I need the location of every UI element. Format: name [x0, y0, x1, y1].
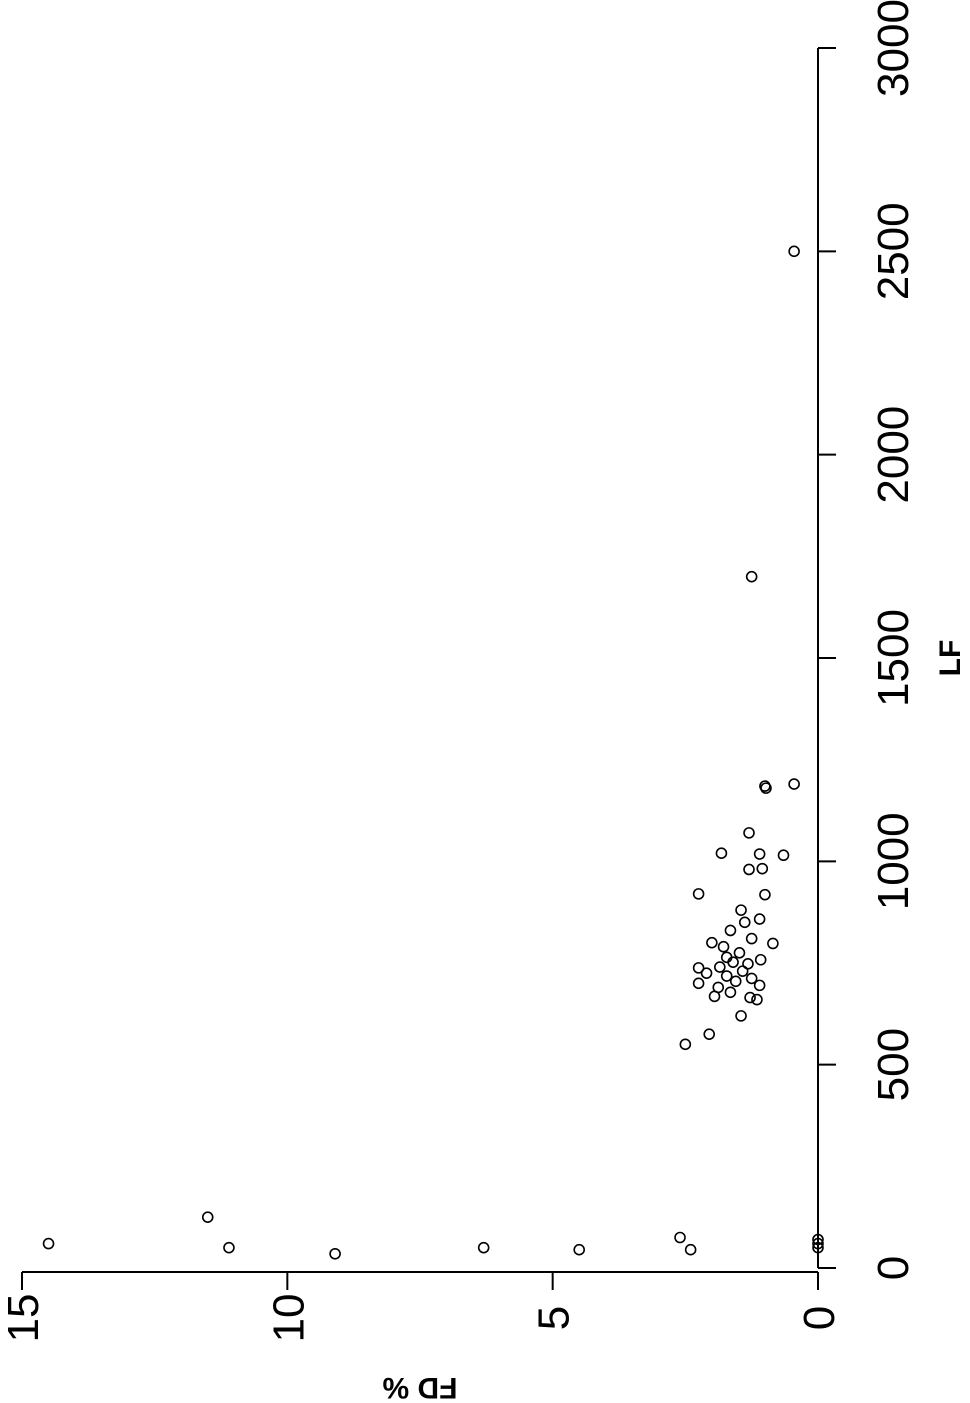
data-point [752, 995, 762, 1005]
data-point [675, 1233, 685, 1243]
data-point [574, 1245, 584, 1255]
data-point [779, 850, 789, 860]
data-point [707, 938, 717, 948]
data-point [789, 779, 799, 789]
data-point [715, 962, 725, 972]
x-tick-label: 0 [869, 1256, 918, 1280]
tick-labels: 0 500 1000 1500 2000 2500 3000 0 5 10 15 [0, 0, 918, 1342]
data-point [731, 976, 741, 986]
data-point [694, 963, 704, 973]
y-tick-label: 15 [0, 1294, 48, 1343]
data-point [757, 864, 767, 874]
x-tick-label: 1000 [869, 812, 918, 910]
data-point [745, 993, 755, 1003]
data-point [789, 246, 799, 256]
data-point [747, 572, 757, 582]
data-point [736, 1011, 746, 1021]
data-point [725, 925, 735, 935]
data-point [330, 1249, 340, 1259]
x-axis-title: LF [934, 640, 967, 677]
y-tick-label: 5 [530, 1306, 579, 1330]
data-point [719, 942, 729, 952]
x-tick-label: 1500 [869, 609, 918, 707]
data-point [725, 987, 735, 997]
data-points [44, 246, 823, 1258]
data-point [704, 1029, 714, 1039]
data-point [224, 1243, 234, 1253]
data-point [744, 828, 754, 838]
y-axis-title: FD % [383, 1371, 458, 1403]
data-point [203, 1212, 213, 1222]
data-point [694, 889, 704, 899]
x-tick-label: 2500 [869, 202, 918, 300]
data-point [747, 934, 757, 944]
data-point [736, 905, 746, 915]
x-tick-label: 3000 [869, 0, 918, 97]
data-point [44, 1239, 54, 1249]
data-point [694, 978, 704, 988]
data-point [760, 890, 770, 900]
y-tick-label: 10 [264, 1294, 313, 1343]
data-point [479, 1243, 489, 1253]
data-point [716, 848, 726, 858]
data-point [680, 1039, 690, 1049]
data-point [734, 948, 744, 958]
data-point [747, 973, 757, 983]
data-point [740, 917, 750, 927]
data-point [756, 955, 766, 965]
data-point [744, 864, 754, 874]
data-point [686, 1245, 696, 1255]
data-point [755, 914, 765, 924]
x-tick-label: 500 [869, 1028, 918, 1101]
x-tick-label: 2000 [869, 406, 918, 504]
data-point [768, 938, 778, 948]
axes [22, 48, 836, 1290]
data-point [755, 849, 765, 859]
y-tick-label: 0 [795, 1306, 844, 1330]
data-point [743, 959, 753, 969]
data-point [722, 971, 732, 981]
data-point [713, 982, 723, 992]
